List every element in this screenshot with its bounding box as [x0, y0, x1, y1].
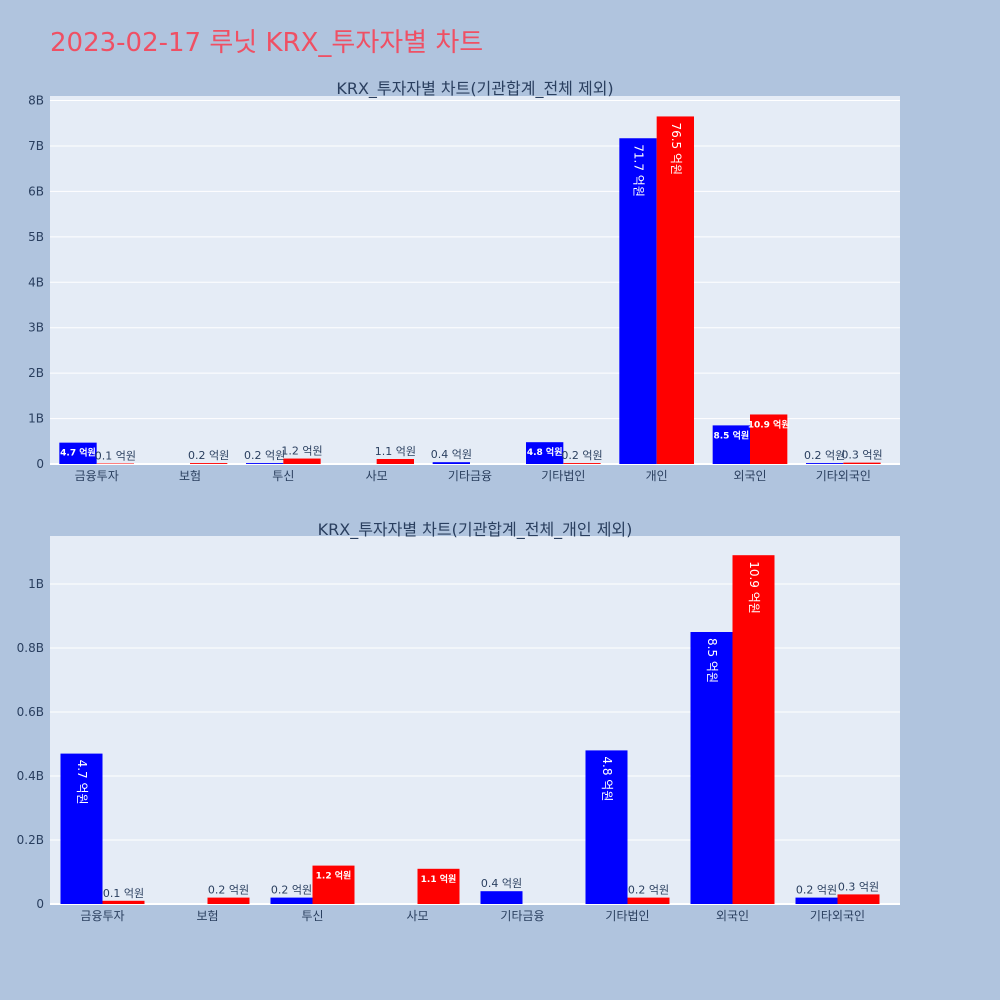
data-label: 0.4 억원 — [431, 448, 472, 461]
chart-bottom: 0 0.2B 0.4B 0.6B 0.8B 1B KRX_투자자별 차트(기관합계_전체_개… — [17, 520, 900, 923]
chart-title: KRX_투자자별 차트(기관합계_전체 제외) — [336, 79, 613, 99]
bar — [96, 463, 134, 464]
bar — [283, 458, 321, 464]
page-title: 2023-02-17 루닛 KRX_투자자별 차트 — [50, 28, 484, 58]
data-label: 4.7 억원 — [75, 760, 89, 805]
bar — [806, 463, 844, 464]
bar — [417, 868, 460, 904]
bar — [376, 459, 414, 464]
data-label: 1.1 억원 — [375, 445, 416, 458]
data-label: 1.2 억원 — [316, 870, 352, 882]
bar — [270, 897, 313, 904]
y-tick-label: 2B — [28, 366, 44, 380]
y-tick-label: 4B — [28, 275, 44, 289]
bar — [563, 463, 601, 464]
y-tick-label: 1B — [28, 577, 44, 591]
data-label: 1.1 억원 — [421, 873, 457, 885]
data-label: 0.2 억원 — [244, 449, 285, 462]
x-tick-label: 기타법인 — [541, 469, 585, 483]
data-label: 4.8 억원 — [527, 446, 563, 458]
x-tick-label: 보험 — [179, 469, 201, 483]
data-label: 0.2 억원 — [271, 884, 312, 897]
y-tick-label: 0.8B — [17, 641, 44, 655]
bar — [690, 632, 733, 904]
data-label: 0.3 억원 — [838, 880, 879, 893]
bar — [619, 138, 657, 465]
data-label: 0.2 억원 — [188, 449, 229, 462]
data-label: 0.2 억원 — [804, 449, 845, 462]
x-tick-label: 외국인 — [733, 469, 766, 483]
y-tick-label: 0.6B — [17, 705, 44, 719]
x-tick-label: 기타법인 — [605, 909, 649, 923]
y-tick-label: 3B — [28, 321, 44, 335]
data-label: 0.2 억원 — [208, 884, 249, 897]
x-tick-label: 금융투자 — [75, 469, 119, 483]
bar — [190, 463, 228, 464]
x-tick-label: 사모 — [406, 909, 428, 923]
bar — [60, 753, 103, 904]
data-label: 1.2 억원 — [281, 445, 322, 458]
bar — [246, 463, 284, 464]
data-label: 0.1 억원 — [95, 450, 136, 463]
data-label: 0.2 억원 — [796, 884, 837, 897]
bar — [712, 425, 750, 464]
x-tick-label: 보험 — [196, 909, 218, 923]
chart-top: 0 1B 2B 3B 4B 5B 6B 7B 8B KRX_투자자별 차트(기관합계_전체 제외)… — [28, 79, 900, 483]
data-label: 10.9 억원 — [747, 561, 761, 614]
x-tick-label: 외국인 — [716, 909, 749, 923]
y-tick-label: 1B — [28, 412, 44, 426]
y-tick-label: 0.2B — [17, 833, 44, 847]
data-label: 8.5 억원 — [705, 638, 719, 683]
x-tick-label: 투신 — [301, 909, 323, 923]
y-tick-label: 6B — [28, 184, 44, 198]
x-tick-label: 기타외국인 — [816, 469, 871, 483]
data-label: 0.3 억원 — [841, 449, 882, 462]
x-tick-label: 투신 — [272, 469, 294, 483]
x-tick-label: 기타금융 — [448, 469, 492, 483]
data-label: 4.7 억원 — [60, 447, 96, 459]
bar — [526, 442, 564, 464]
x-tick-label: 사모 — [366, 469, 388, 483]
bar — [732, 555, 775, 904]
data-label: 0.2 억원 — [561, 449, 602, 462]
bar — [795, 897, 838, 904]
bar — [656, 116, 694, 464]
y-tick-label: 0 — [36, 897, 44, 911]
bar — [750, 414, 788, 464]
bar — [59, 442, 97, 464]
y-tick-label: 0.4B — [17, 769, 44, 783]
y-tick-label: 7B — [28, 139, 44, 153]
bar — [102, 900, 145, 904]
bar — [312, 865, 355, 904]
x-tick-label: 금융투자 — [80, 909, 124, 923]
x-tick-label: 개인 — [646, 469, 668, 483]
y-tick-label: 8B — [28, 94, 44, 108]
data-label: 0.1 억원 — [103, 887, 144, 900]
data-label: 76.5 억원 — [669, 122, 683, 175]
bar — [585, 750, 628, 904]
bar — [207, 897, 250, 904]
bar — [432, 462, 470, 464]
data-label: 8.5 억원 — [714, 429, 750, 441]
bar — [480, 891, 523, 904]
x-tick-label: 기타금융 — [500, 909, 544, 923]
y-tick-label: 5B — [28, 230, 44, 244]
data-label: 0.4 억원 — [481, 877, 522, 890]
data-label: 0.2 억원 — [628, 884, 669, 897]
bar — [627, 897, 670, 904]
bar — [837, 894, 880, 904]
chart-title: KRX_투자자별 차트(기관합계_전체_개인 제외) — [318, 520, 633, 540]
data-label: 71.7 억원 — [632, 144, 646, 197]
data-label: 10.9 억원 — [748, 418, 790, 430]
plot-area — [50, 96, 900, 464]
bar — [843, 462, 881, 464]
data-label: 4.8 억원 — [600, 756, 614, 801]
x-tick-label: 기타외국인 — [810, 909, 865, 923]
y-tick-label: 0 — [36, 457, 44, 471]
